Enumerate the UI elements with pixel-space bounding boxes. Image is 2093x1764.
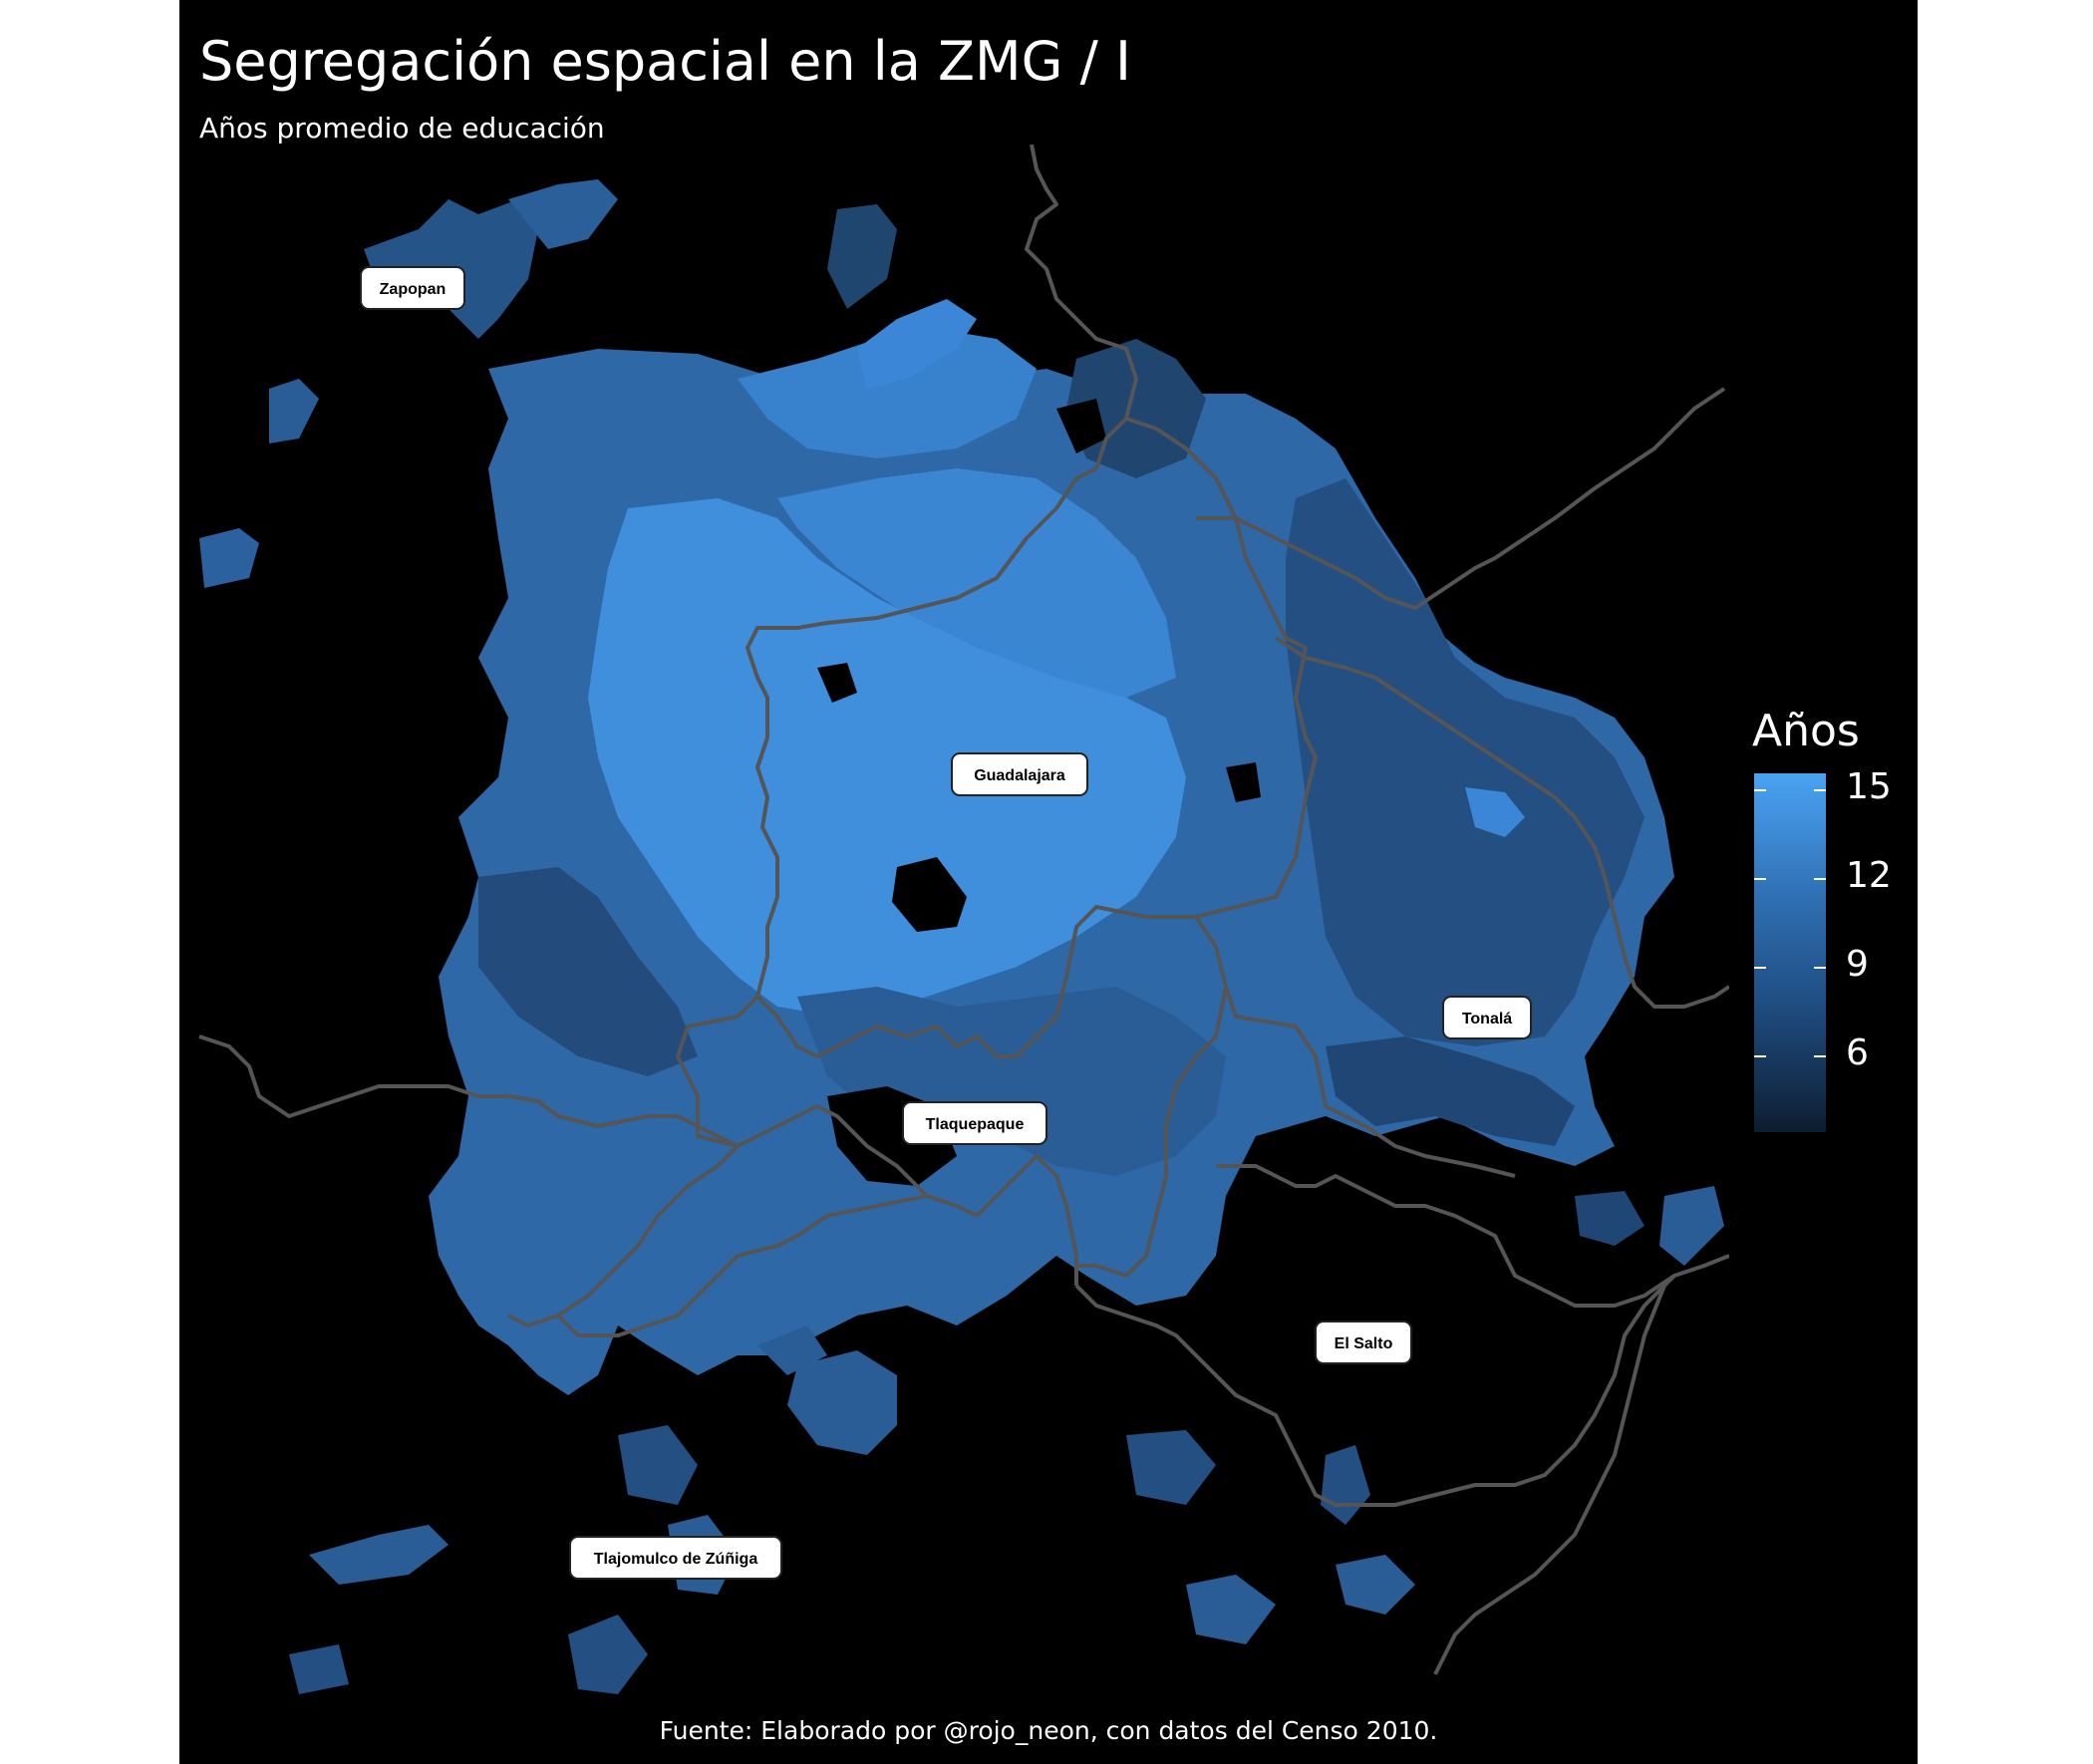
urban-hole — [892, 857, 967, 932]
label-tlajomulco-text: Tlajomulco de Zúñiga — [594, 1551, 758, 1568]
settlement-south-5 — [1126, 1430, 1216, 1505]
settlement-west-2 — [269, 379, 319, 443]
urban-northeast-low — [1066, 339, 1206, 478]
settlement-southwest-1 — [309, 1525, 448, 1585]
boundary-east-2 — [1274, 636, 1729, 1009]
boundary-southeast — [1433, 1285, 1666, 1675]
boundary-guadalajara-east — [1125, 417, 1318, 919]
urban-central-high — [777, 468, 1176, 698]
label-guadalajara: Guadalajara — [951, 752, 1088, 796]
label-zapopan-text: Zapopan — [380, 281, 447, 298]
map-title: Segregación espacial en la ZMG / I — [199, 30, 1131, 93]
settlement-southwest-3 — [568, 1615, 648, 1694]
urban-area — [199, 179, 1724, 1694]
settlement-south-1 — [787, 1350, 897, 1455]
legend-tick-label: 6 — [1846, 1032, 1869, 1073]
legend-title: Años — [1752, 706, 1860, 756]
legend-tick — [1754, 878, 1826, 880]
boundary-east — [1196, 387, 1726, 610]
label-el-salto: El Salto — [1315, 1321, 1412, 1364]
urban-southwest-low — [478, 867, 698, 1076]
boundary-tlajomulco-east — [556, 1194, 928, 1337]
settlement-south-8 — [1321, 1445, 1370, 1525]
settlement-south-7 — [1336, 1555, 1415, 1615]
settlement-north-tip — [508, 179, 618, 249]
settlement-south-2 — [757, 1325, 827, 1375]
legend-tick-label: 9 — [1846, 944, 1869, 985]
urban-hole — [1056, 399, 1106, 453]
label-tlaquepaque-text: Tlaquepaque — [926, 1116, 1025, 1133]
boundary-north — [1025, 144, 1138, 510]
label-zapopan: Zapopan — [360, 266, 465, 310]
settlement-southwest-2 — [289, 1644, 349, 1694]
legend-tick — [1754, 789, 1826, 791]
municipality-labels: Zapopan Guadalajara Tonalá Tlaquepaque E… — [360, 266, 1532, 1580]
settlement-far-east-1 — [1575, 1191, 1644, 1246]
boundary-elsalto — [1074, 1274, 1676, 1507]
boundary-guadalajara-south — [755, 905, 1196, 1058]
label-tlaquepaque: Tlaquepaque — [902, 1101, 1047, 1145]
urban-east-low — [1286, 478, 1644, 1046]
label-tonala: Tonalá — [1442, 996, 1532, 1039]
legend-tick — [1754, 1055, 1826, 1057]
boundary-tlajomulco-north — [507, 1144, 740, 1327]
legend-tick-label: 15 — [1846, 766, 1892, 807]
urban-southeast-low — [1326, 1036, 1575, 1146]
boundary-tlaquepaque-west — [737, 1104, 1078, 1286]
municipal-boundaries — [198, 144, 1729, 1675]
label-tonala-text: Tonalá — [1462, 1011, 1512, 1028]
settlement-northeast-1 — [827, 204, 897, 309]
choropleth-map: Zapopan Guadalajara Tonalá Tlaquepaque E… — [198, 144, 1729, 1694]
urban-north-high — [738, 329, 1037, 458]
boundary-west-long — [198, 1034, 739, 1148]
settlement-south-3 — [618, 1425, 698, 1505]
map-figure: Segregación espacial en la ZMG / I Años … — [179, 0, 1918, 1764]
settlement-south-6 — [1186, 1575, 1276, 1644]
boundary-elsalto-north — [1216, 1164, 1729, 1308]
legend-colorbar — [1754, 773, 1826, 1132]
map-subtitle: Años promedio de educación — [199, 112, 605, 145]
settlement-east-tip — [1465, 787, 1525, 837]
settlement-west-1 — [199, 528, 259, 588]
urban-hole — [817, 663, 857, 703]
urban-west-high — [588, 498, 1186, 1017]
boundary-tlaquepaque-south — [1076, 986, 1228, 1278]
urban-hole — [1226, 762, 1261, 802]
legend-tick — [1754, 967, 1826, 969]
label-tlajomulco: Tlajomulco de Zúñiga — [569, 1536, 782, 1580]
source-caption: Fuente: Elaborado por @rojo_neon, con da… — [659, 1716, 1438, 1745]
boundary-zapopan-guadalajara — [676, 506, 1058, 1148]
settlement-far-east-2 — [1659, 1186, 1724, 1266]
label-el-salto-text: El Salto — [1335, 1335, 1393, 1352]
label-guadalajara-text: Guadalajara — [974, 767, 1065, 784]
settlement-north-bright — [857, 299, 977, 389]
boundary-tonala-west — [1194, 915, 1516, 1178]
legend-tick-label: 12 — [1846, 855, 1892, 896]
